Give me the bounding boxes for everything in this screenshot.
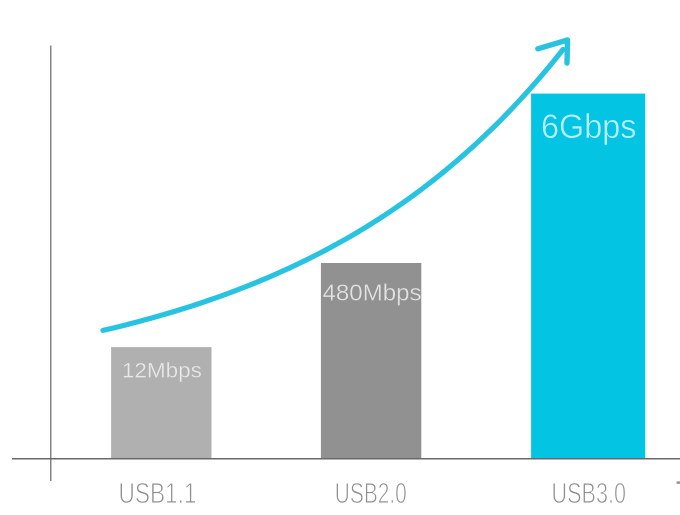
svg-text:USB1.1: USB1.1	[119, 478, 197, 510]
svg-text:6Gbps: 6Gbps	[541, 108, 637, 146]
svg-text:12Mbps: 12Mbps	[122, 359, 202, 382]
svg-text:USB3.0: USB3.0	[552, 478, 627, 510]
svg-text:USB2.0: USB2.0	[335, 478, 407, 510]
svg-text:480Mbps: 480Mbps	[323, 280, 422, 306]
